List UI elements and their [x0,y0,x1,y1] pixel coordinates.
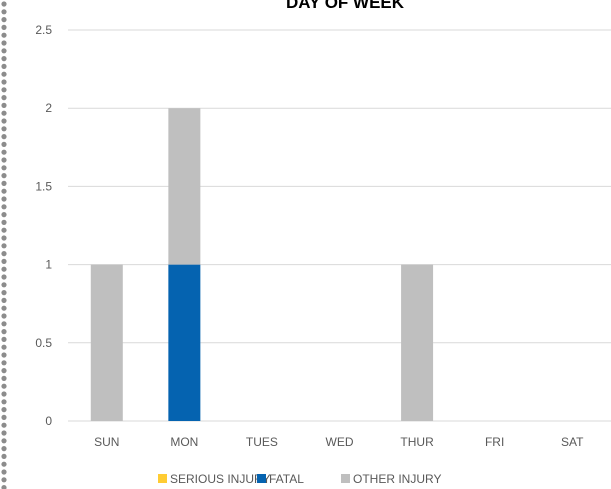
border-dot [1,243,7,249]
bar-fatal-mon [168,264,201,421]
border-dot [1,110,7,116]
border-dot [1,71,7,77]
x-category-label: SUN [94,435,119,449]
y-tick-label: 1 [45,258,52,272]
border-dot [1,251,7,257]
border-dot [1,87,7,93]
border-dot [1,1,7,7]
border-dot [1,126,7,132]
y-tick-label: 0.5 [35,336,52,350]
x-category-label: TUES [246,435,278,449]
border-dot [1,95,7,101]
border-dot [1,368,7,374]
border-dot [1,40,7,46]
border-dot [1,63,7,69]
border-dot [1,56,7,62]
bar-other-injury-thur [401,264,434,421]
bars [90,108,434,421]
border-dot [1,227,7,233]
border-dot [1,297,7,303]
y-tick-label: 2 [45,101,52,115]
border-dot [1,469,7,475]
border-dot [1,375,7,381]
border-dot [1,453,7,459]
y-tick-label: 2.5 [35,23,52,37]
border-dot [1,24,7,30]
legend-swatch [257,474,266,483]
border-dot [1,352,7,358]
border-dot [1,344,7,350]
border-dot [1,313,7,319]
left-dotted-border [1,1,7,489]
border-dot [1,173,7,179]
border-dot [1,360,7,366]
border-dot [1,422,7,428]
legend-swatch [158,474,167,483]
border-dot [1,430,7,436]
border-dot [1,282,7,288]
border-dot [1,134,7,140]
border-dot [1,290,7,296]
border-dot [1,258,7,264]
border-dot [1,336,7,342]
border-dot [1,32,7,38]
y-tick-label: 0 [45,414,52,428]
x-category-label: WED [326,435,354,449]
legend-label: SERIOUS INJURY [170,472,270,486]
border-dot [1,180,7,186]
border-dot [1,414,7,420]
border-dot [1,48,7,54]
legend-label: OTHER INJURY [353,472,441,486]
border-dot [1,477,7,483]
border-dot [1,204,7,210]
border-dot [1,212,7,218]
border-dot [1,157,7,163]
legend-swatch [341,474,350,483]
border-dot [1,274,7,280]
border-dot [1,17,7,23]
x-category-label: SAT [561,435,584,449]
border-dot [1,407,7,413]
x-category-label: THUR [400,435,434,449]
border-dot [1,329,7,335]
chart-title: DAY OF WEEK [286,0,405,12]
border-dot [1,399,7,405]
x-axis: SUN MON TUES WED THUR FRI SAT [94,435,584,449]
border-dot [1,79,7,85]
border-dot [1,438,7,444]
border-dot [1,9,7,15]
border-dot [1,196,7,202]
border-dot [1,321,7,327]
legend-label: FATAL [269,472,304,486]
border-dot [1,165,7,171]
bar-other-injury-mon [168,108,201,265]
border-dot [1,461,7,467]
border-dot [1,188,7,194]
border-dot [1,305,7,311]
border-dot [1,141,7,147]
y-tick-label: 1.5 [35,179,52,193]
x-category-label: FRI [485,435,504,449]
border-dot [1,391,7,397]
bar-other-injury-sun [90,264,123,421]
x-category-label: MON [170,435,198,449]
border-dot [1,102,7,108]
border-dot [1,266,7,272]
border-dot [1,446,7,452]
border-dot [1,219,7,225]
border-dot [1,118,7,124]
border-dot [1,149,7,155]
border-dot [1,485,7,489]
gridlines [68,29,611,422]
border-dot [1,235,7,241]
border-dot [1,383,7,389]
y-axis: 0 0.5 1 1.5 2 2.5 [35,23,52,428]
